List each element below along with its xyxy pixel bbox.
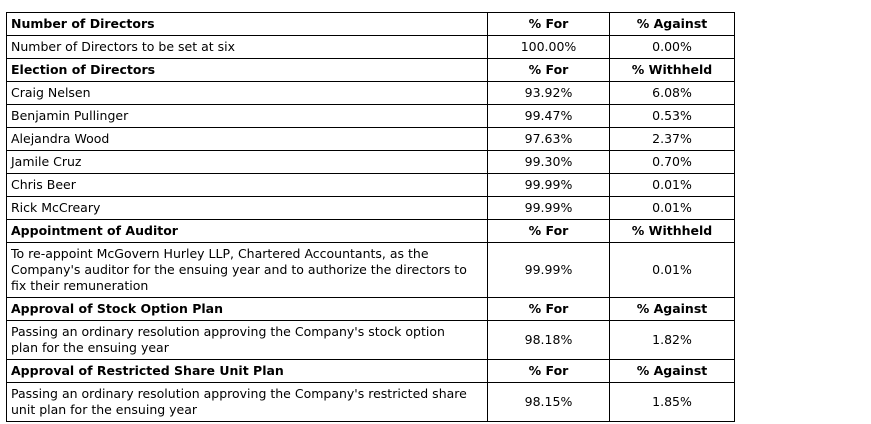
cell: Alejandra Wood <box>6 127 488 151</box>
data-row: Craig Nelsen 93.92% 6.08% <box>6 81 735 105</box>
section-header: Number of Directors% For% Against <box>6 12 735 36</box>
cell: 0.53% <box>609 104 735 128</box>
cell: 0.70% <box>609 150 735 174</box>
cell: 98.15% <box>487 382 610 422</box>
cell: 6.08% <box>609 81 735 105</box>
data-row: Jamile Cruz 99.30% 0.70% <box>6 150 735 174</box>
data-row: Rick McCreary 99.99% 0.01% <box>6 196 735 220</box>
cell: 99.99% <box>487 242 610 298</box>
cell: Chris Beer <box>6 173 488 197</box>
data-row: Passing an ordinary resolution approving… <box>6 382 735 422</box>
cell: Craig Nelsen <box>6 81 488 105</box>
cell: 99.30% <box>487 150 610 174</box>
cell: % Withheld <box>609 219 735 243</box>
cell: % Against <box>609 359 735 383</box>
cell: 99.99% <box>487 196 610 220</box>
cell: Rick McCreary <box>6 196 488 220</box>
cell: 97.63% <box>487 127 610 151</box>
cell: % Withheld <box>609 58 735 82</box>
cell: Passing an ordinary resolution approving… <box>6 382 488 422</box>
cell: Jamile Cruz <box>6 150 488 174</box>
cell: 100.00% <box>487 35 610 59</box>
data-row: Chris Beer 99.99% 0.01% <box>6 173 735 197</box>
cell: To re-appoint McGovern Hurley LLP, Chart… <box>6 242 488 298</box>
cell: 2.37% <box>609 127 735 151</box>
cell: 0.01% <box>609 173 735 197</box>
cell: Benjamin Pullinger <box>6 104 488 128</box>
section-header: Approval of Stock Option Plan% For% Agai… <box>6 297 735 321</box>
cell: Election of Directors <box>6 58 488 82</box>
cell: % For <box>487 58 610 82</box>
cell: 0.00% <box>609 35 735 59</box>
cell: % For <box>487 12 610 36</box>
cell: Approval of Restricted Share Unit Plan <box>6 359 488 383</box>
cell: 99.99% <box>487 173 610 197</box>
cell: Number of Directors <box>6 12 488 36</box>
cell: 98.18% <box>487 320 610 360</box>
cell: % Against <box>609 297 735 321</box>
section-header: Appointment of Auditor% For% Withheld <box>6 219 735 243</box>
cell: % Against <box>609 12 735 36</box>
cell: Approval of Stock Option Plan <box>6 297 488 321</box>
cell: Number of Directors to be set at six <box>6 35 488 59</box>
section-header: Approval of Restricted Share Unit Plan% … <box>6 359 735 383</box>
cell: % For <box>487 219 610 243</box>
cell: % For <box>487 359 610 383</box>
cell: 1.82% <box>609 320 735 360</box>
cell: 0.01% <box>609 242 735 298</box>
results-table: Number of Directors% For% Against Number … <box>6 12 735 422</box>
table-body: Number of Directors% For% Against Number … <box>6 12 735 422</box>
data-row: Benjamin Pullinger 99.47% 0.53% <box>6 104 735 128</box>
cell: 0.01% <box>609 196 735 220</box>
section-header: Election of Directors% For% Withheld <box>6 58 735 82</box>
data-row: Alejandra Wood 97.63% 2.37% <box>6 127 735 151</box>
data-row: To re-appoint McGovern Hurley LLP, Chart… <box>6 242 735 298</box>
data-row: Number of Directors to be set at six 100.… <box>6 35 735 59</box>
cell: 1.85% <box>609 382 735 422</box>
cell: Appointment of Auditor <box>6 219 488 243</box>
cell: 93.92% <box>487 81 610 105</box>
data-row: Passing an ordinary resolution approving… <box>6 320 735 360</box>
cell: 99.47% <box>487 104 610 128</box>
cell: % For <box>487 297 610 321</box>
cell: Passing an ordinary resolution approving… <box>6 320 488 360</box>
